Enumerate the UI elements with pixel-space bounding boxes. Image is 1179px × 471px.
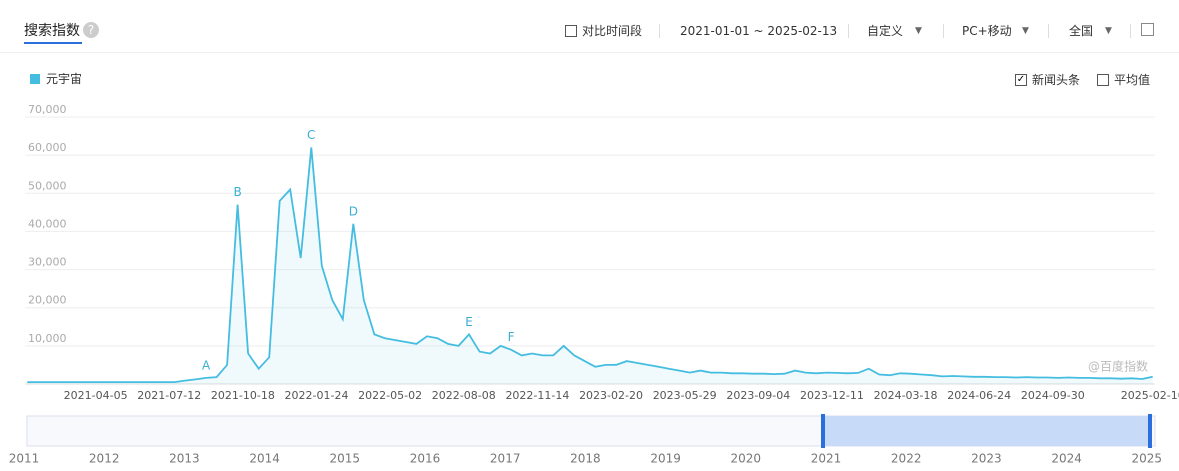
x-tick-label: 2022-01-24 [285, 389, 349, 402]
separator [659, 24, 660, 38]
x-tick-label: 2021-10-18 [211, 389, 275, 402]
navigator-year: 2011 [9, 452, 40, 466]
navigator-year: 2017 [490, 452, 521, 466]
navigator-year: 2024 [1051, 452, 1082, 466]
navigator-year: 2013 [169, 452, 200, 466]
navigator-year: 2016 [410, 452, 441, 466]
x-tick-label: 2021-07-12 [137, 389, 201, 402]
navigator-year: 2012 [89, 452, 120, 466]
x-tick-label: 2024-06-24 [947, 389, 1011, 402]
device-select[interactable]: PC+移动 [962, 24, 1012, 38]
dropdown-arrow: ▼ [1105, 26, 1112, 36]
navigator-selection[interactable] [823, 416, 1150, 446]
header-title: 搜索指数 [24, 23, 80, 39]
x-tick-label: 2023-09-04 [726, 389, 790, 402]
average-label[interactable]: 平均值 [1114, 73, 1151, 87]
y-tick-label: 70,000 [28, 103, 67, 116]
separator [848, 24, 849, 38]
x-tick-label: 2023-05-29 [653, 389, 717, 402]
annotation: D [349, 204, 358, 218]
x-tick-label: 2022-11-14 [505, 389, 569, 402]
dropdown-arrow: ▼ [1022, 26, 1029, 36]
navigator-year: 2015 [330, 452, 361, 466]
x-tick-label: 2025-02-10 [1121, 389, 1179, 402]
separator [943, 24, 944, 38]
region-select[interactable]: 全国 [1069, 24, 1094, 38]
dropdown-arrow: ▼ [915, 26, 922, 36]
y-tick-label: 40,000 [28, 217, 67, 230]
help-icon[interactable]: ? [83, 22, 99, 38]
navigator-handle[interactable] [821, 414, 825, 448]
y-tick-label: 30,000 [28, 256, 67, 269]
news-label[interactable]: 新闻头条 [1032, 73, 1081, 87]
external-link-icon[interactable] [1141, 23, 1154, 36]
y-tick-label: 20,000 [28, 294, 67, 307]
x-tick-label: 2022-08-08 [432, 389, 496, 402]
divider [0, 52, 1179, 53]
x-tick-label: 2022-05-02 [358, 389, 422, 402]
series-line [27, 147, 1153, 383]
y-tick-label: 60,000 [28, 141, 67, 154]
compare-label[interactable]: 对比时间段 [582, 24, 643, 38]
separator [1130, 24, 1131, 38]
x-tick-label: 2021-04-05 [64, 389, 128, 402]
annotation: F [508, 330, 515, 344]
y-tick-label: 50,000 [28, 179, 67, 192]
navigator-year: 2020 [731, 452, 762, 466]
navigator-year: 2018 [570, 452, 601, 466]
news-checkbox[interactable]: ✓ [1015, 74, 1027, 86]
annotation: B [234, 185, 242, 199]
navigator-year: 2019 [650, 452, 681, 466]
compare-checkbox[interactable] [565, 25, 577, 37]
annotation: C [307, 128, 315, 142]
annotation: A [202, 358, 211, 372]
separator [1048, 24, 1049, 38]
annotation: E [465, 315, 473, 329]
custom-select[interactable]: 自定义 [867, 24, 904, 38]
average-checkbox[interactable] [1097, 74, 1109, 86]
navigator-year: 2014 [249, 452, 280, 466]
watermark: @百度指数 [1088, 359, 1148, 374]
legend-label[interactable]: 元宇宙 [46, 72, 83, 86]
date-range[interactable]: 2021-01-01 ~ 2025-02-13 [680, 24, 838, 38]
series-area [27, 147, 1153, 384]
x-tick-label: 2024-03-18 [874, 389, 938, 402]
navigator-handle[interactable] [1148, 414, 1152, 448]
navigator-year: 2022 [891, 452, 922, 466]
x-tick-label: 2023-12-11 [800, 389, 864, 402]
y-tick-label: 10,000 [28, 332, 67, 345]
navigator-year: 2023 [971, 452, 1002, 466]
x-tick-label: 2024-09-30 [1021, 389, 1085, 402]
legend-swatch [30, 74, 40, 84]
tab-underline [24, 42, 82, 44]
navigator-year: 2025 [1132, 452, 1163, 466]
x-tick-label: 2023-02-20 [579, 389, 643, 402]
navigator-year: 2021 [811, 452, 842, 466]
